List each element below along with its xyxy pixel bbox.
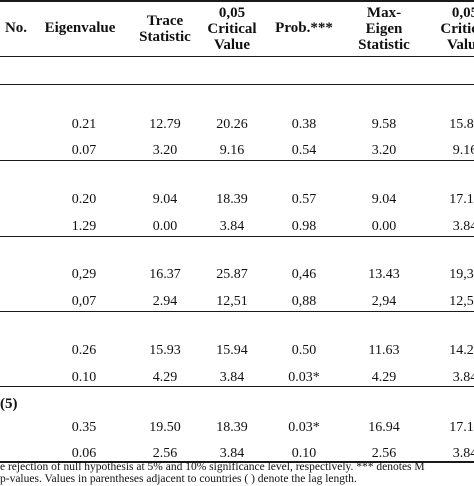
max-eigen-cell: 2.56 xyxy=(371,446,397,461)
trace-statistic-cell: 19.50 xyxy=(149,420,181,435)
prob-cell: 0,88 xyxy=(291,294,317,309)
eigenvalue-cell: 0.26 xyxy=(71,343,97,358)
critical-value-2-cell: 14.26 xyxy=(449,343,474,358)
critical-value-cell: 25.87 xyxy=(216,267,248,282)
max-eigen-cell: 16.94 xyxy=(368,420,400,435)
critical-value-cell: 18.39 xyxy=(216,192,248,207)
prob-cell: 0.50 xyxy=(291,343,317,358)
max-eigen-cell: 11.63 xyxy=(368,343,400,358)
eigenvalue-cell: 0.21 xyxy=(71,117,97,132)
group-label: (5) xyxy=(0,396,18,412)
critical-value-cell: 9.16 xyxy=(219,143,245,158)
critical-value-cell: 3.84 xyxy=(219,219,245,234)
header-critical-value-2: 0,05 Critical Value xyxy=(440,5,474,53)
group-rule xyxy=(0,386,474,387)
group-rule xyxy=(0,160,474,161)
max-eigen-cell: 13.43 xyxy=(368,267,400,282)
header-no: No. xyxy=(4,20,28,36)
critical-value-2-cell: 9.16 xyxy=(452,143,474,158)
max-eigen-cell: 4.29 xyxy=(371,370,397,385)
critical-value-cell: 15.94 xyxy=(216,343,248,358)
eigenvalue-cell: 0.20 xyxy=(71,192,97,207)
trace-statistic-cell: 9.04 xyxy=(152,192,178,207)
critical-value-2-cell: 15.89 xyxy=(449,117,474,132)
critical-value-2-cell: 12,51 xyxy=(449,294,474,309)
critical-value-2-cell: 17.14 xyxy=(449,420,474,435)
max-eigen-cell: 3.20 xyxy=(371,143,397,158)
eigenvalue-cell: 0.35 xyxy=(71,420,97,435)
footnote-line-1: e rejection of null hypothesis at 5% and… xyxy=(0,461,425,473)
critical-value-2-cell: 19,38 xyxy=(449,267,474,282)
prob-cell: 0,46 xyxy=(291,267,317,282)
max-eigen-cell: 9.58 xyxy=(371,117,397,132)
critical-value-cell: 20.26 xyxy=(216,117,248,132)
prob-cell: 0.98 xyxy=(291,219,317,234)
eigenvalue-cell: 0,07 xyxy=(71,294,97,309)
header-critical-value-1: 0,05 Critical Value xyxy=(207,5,257,53)
trace-statistic-cell: 16.37 xyxy=(149,267,181,282)
table-top-rule xyxy=(0,0,474,2)
prob-cell: 0.54 xyxy=(291,143,317,158)
header-bottom-rule xyxy=(0,56,474,57)
header-max-eigen-statistic: Max- Eigen Statistic xyxy=(358,5,410,53)
eigenvalue-cell: 0,29 xyxy=(71,267,97,282)
critical-value-cell: 12,51 xyxy=(216,294,248,309)
trace-statistic-cell: 15.93 xyxy=(149,343,181,358)
group-rule xyxy=(0,236,474,237)
prob-cell: 0.10 xyxy=(291,446,317,461)
prob-cell: 0.03* xyxy=(288,370,320,385)
critical-value-2-cell: 3.84 xyxy=(452,446,474,461)
max-eigen-cell: 2,94 xyxy=(371,294,397,309)
header-prob: Prob.*** xyxy=(275,20,333,36)
footnote-line-2: p-values. Values in parentheses adjacent… xyxy=(0,473,357,485)
trace-statistic-cell: 0.00 xyxy=(152,219,178,234)
eigenvalue-cell: 0.10 xyxy=(71,370,97,385)
section-rule xyxy=(0,84,474,85)
critical-value-cell: 18.39 xyxy=(216,420,248,435)
prob-cell: 0.03* xyxy=(288,420,320,435)
trace-statistic-cell: 2.56 xyxy=(152,446,178,461)
header-eigenvalue: Eigenvalue xyxy=(44,20,116,36)
group-rule xyxy=(0,311,474,312)
critical-value-2-cell: 3.84 xyxy=(452,219,474,234)
prob-cell: 0.57 xyxy=(291,192,317,207)
trace-statistic-cell: 2.94 xyxy=(152,294,178,309)
eigenvalue-cell: 1.29 xyxy=(71,219,97,234)
table-bottom-rule xyxy=(0,461,474,463)
eigenvalue-cell: 0.07 xyxy=(71,143,97,158)
max-eigen-cell: 9.04 xyxy=(371,192,397,207)
max-eigen-cell: 0.00 xyxy=(371,219,397,234)
trace-statistic-cell: 3.20 xyxy=(152,143,178,158)
critical-value-2-cell: 3.84 xyxy=(452,370,474,385)
trace-statistic-cell: 4.29 xyxy=(152,370,178,385)
critical-value-2-cell: 17.14 xyxy=(449,192,474,207)
prob-cell: 0.38 xyxy=(291,117,317,132)
eigenvalue-cell: 0.06 xyxy=(71,446,97,461)
header-trace-statistic: Trace Statistic xyxy=(139,13,191,45)
critical-value-cell: 3.84 xyxy=(219,446,245,461)
critical-value-cell: 3.84 xyxy=(219,370,245,385)
trace-statistic-cell: 12.79 xyxy=(149,117,181,132)
